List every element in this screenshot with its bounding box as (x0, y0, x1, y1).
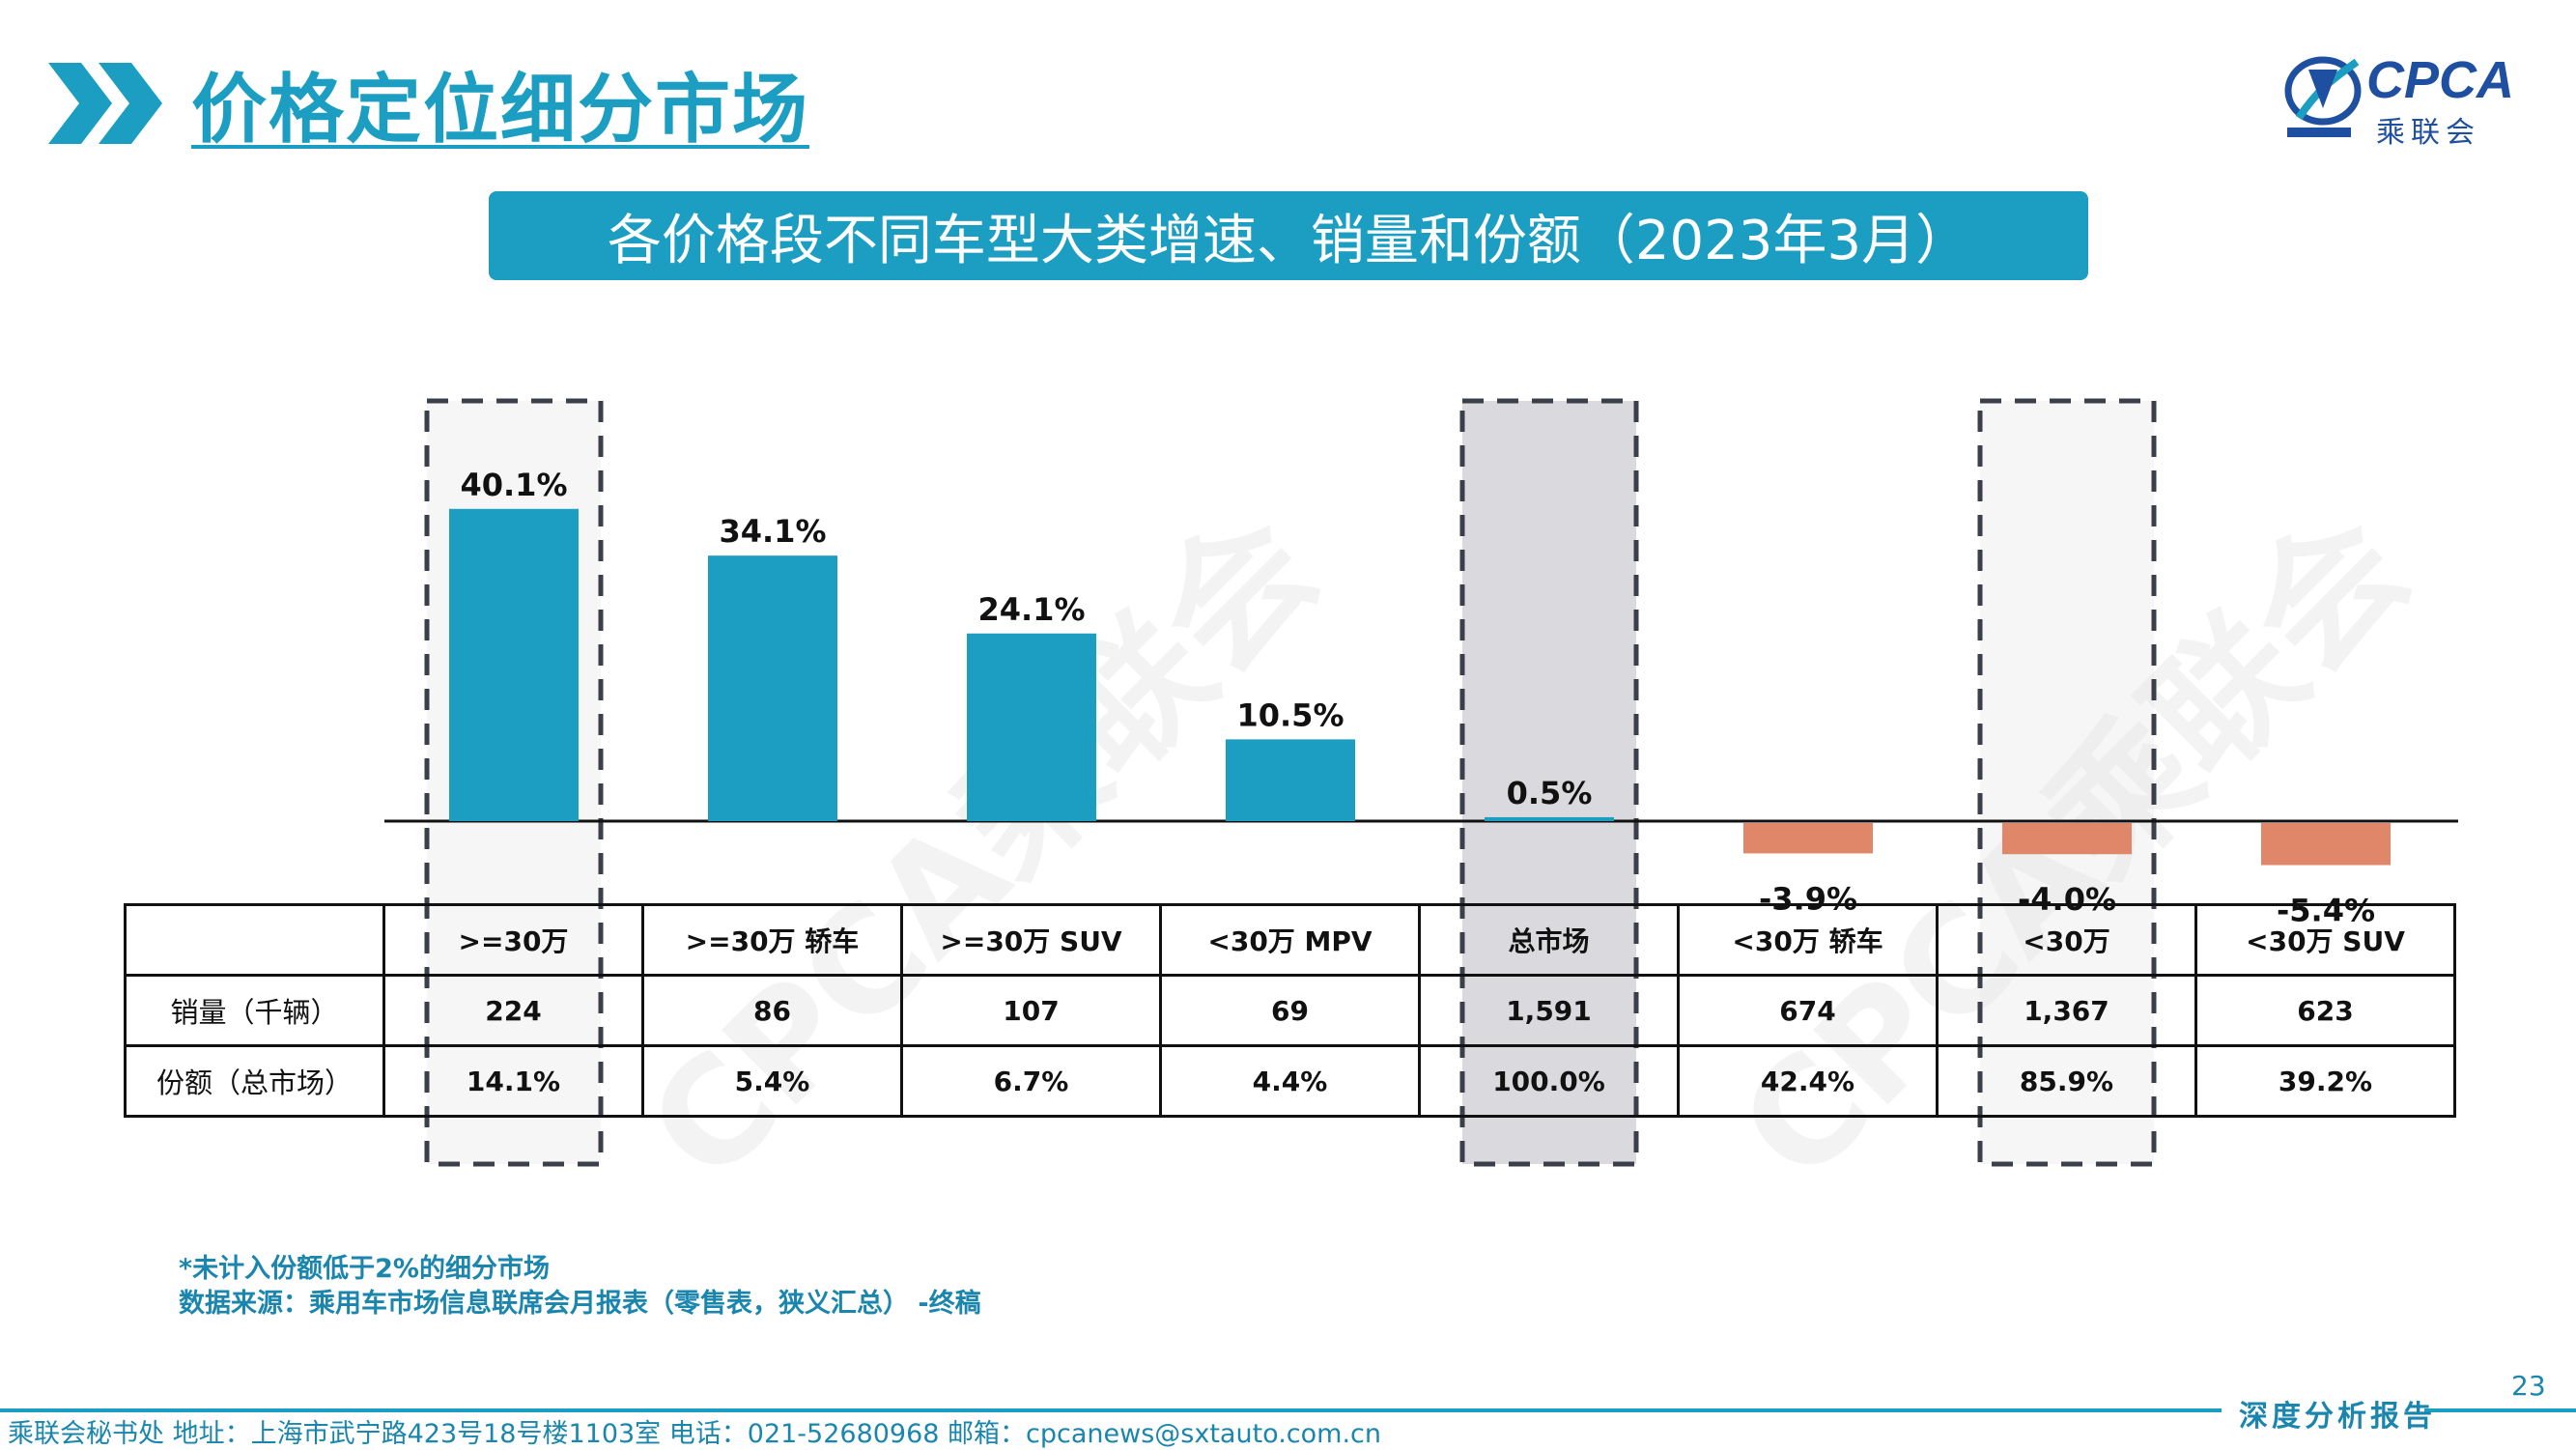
table-cell: 1,591 (1418, 974, 1680, 1047)
table-cell: 5.4% (641, 1044, 903, 1118)
category-label: <30万 MPV (1159, 903, 1421, 977)
logo-subtitle: 乘联会 (2376, 116, 2480, 150)
data-label: 10.5% (1236, 697, 1344, 733)
logo-text: CPCA (2366, 51, 2515, 109)
table-cell: 69 (1159, 974, 1421, 1047)
table-cell: 224 (382, 974, 644, 1047)
table-row-sales: 销量（千辆） 224 86 107 69 1,591 674 1,367 623 (124, 974, 2456, 1047)
table-cell: 623 (2194, 974, 2456, 1047)
category-label: <30万 SUV (2194, 903, 2456, 977)
table-cell: 86 (641, 974, 903, 1047)
table-cell: 85.9% (1936, 1044, 2197, 1118)
bar (2002, 823, 2132, 855)
title-bar: 价格定位细分市场 (48, 50, 809, 156)
bar (967, 633, 1096, 821)
bar (1743, 823, 1873, 854)
table-cell: 1,367 (1936, 974, 2197, 1047)
page-number: 23 (2511, 1370, 2546, 1402)
bar (708, 555, 837, 821)
footnote-exclusion: *未计入份额低于2%的细分市场 (179, 1254, 550, 1284)
table-cell: 674 (1677, 974, 1939, 1047)
category-label: >=30万 SUV (900, 903, 1162, 977)
row-label: 销量（千辆） (124, 974, 385, 1047)
bar (1485, 816, 1614, 821)
category-label: 总市场 (1418, 903, 1680, 977)
table-cell: 107 (900, 974, 1162, 1047)
table-cell: 6.7% (900, 1044, 1162, 1118)
chart-title-banner: 各价格段不同车型大类增速、销量和份额（2023年3月） (489, 191, 2088, 280)
page-title: 价格定位细分市场 (191, 67, 810, 154)
cpca-logo: CPCA 乘联会 (2279, 50, 2540, 150)
category-label: <30万 (1936, 903, 2197, 977)
data-label: 24.1% (977, 591, 1085, 628)
footnote-source: 数据来源：乘用车市场信息联席会月报表（零售表，狭义汇总） -终稿 (179, 1289, 981, 1319)
footer-contact: 乘联会秘书处 地址：上海市武宁路423号18号楼1103室 电话：021-526… (8, 1419, 1382, 1449)
footer-divider (2424, 1408, 2576, 1412)
footnotes: *未计入份额低于2%的细分市场 数据来源：乘用车市场信息联席会月报表（零售表，狭… (179, 1252, 981, 1322)
table-cell: 39.2% (2194, 1044, 2456, 1118)
data-label: 0.5% (1507, 775, 1593, 811)
category-label: <30万 轿车 (1677, 903, 1939, 977)
row-label (124, 903, 385, 977)
data-label: 40.1% (460, 467, 567, 503)
table-cell: 42.4% (1677, 1044, 1939, 1118)
bar (2261, 823, 2391, 866)
row-label: 份额（总市场） (124, 1044, 385, 1118)
bar (1226, 739, 1355, 821)
category-label: >=30万 (382, 903, 644, 977)
double-chevron-icon (48, 63, 162, 144)
data-label: 34.1% (719, 513, 826, 550)
table-cell: 14.1% (382, 1044, 644, 1118)
report-label: 深度分析报告 (2239, 1400, 2436, 1434)
category-label: >=30万 轿车 (641, 903, 903, 977)
table-header-row: >=30万 >=30万 轿车 >=30万 SUV <30万 MPV 总市场 <30万 轿车… (124, 903, 2456, 977)
sales-share-table: >=30万 >=30万 轿车 >=30万 SUV <30万 MPV 总市场 <30万 轿车… (124, 903, 2456, 1118)
table-cell: 100.0% (1418, 1044, 1680, 1118)
table-cell: 4.4% (1159, 1044, 1421, 1118)
bar (449, 508, 579, 821)
footer-divider (0, 1408, 2222, 1412)
table-row-share: 份额（总市场） 14.1% 5.4% 6.7% 4.4% 100.0% 42.4% 85.9%… (124, 1044, 2456, 1118)
cpca-emblem-icon (2284, 56, 2362, 137)
